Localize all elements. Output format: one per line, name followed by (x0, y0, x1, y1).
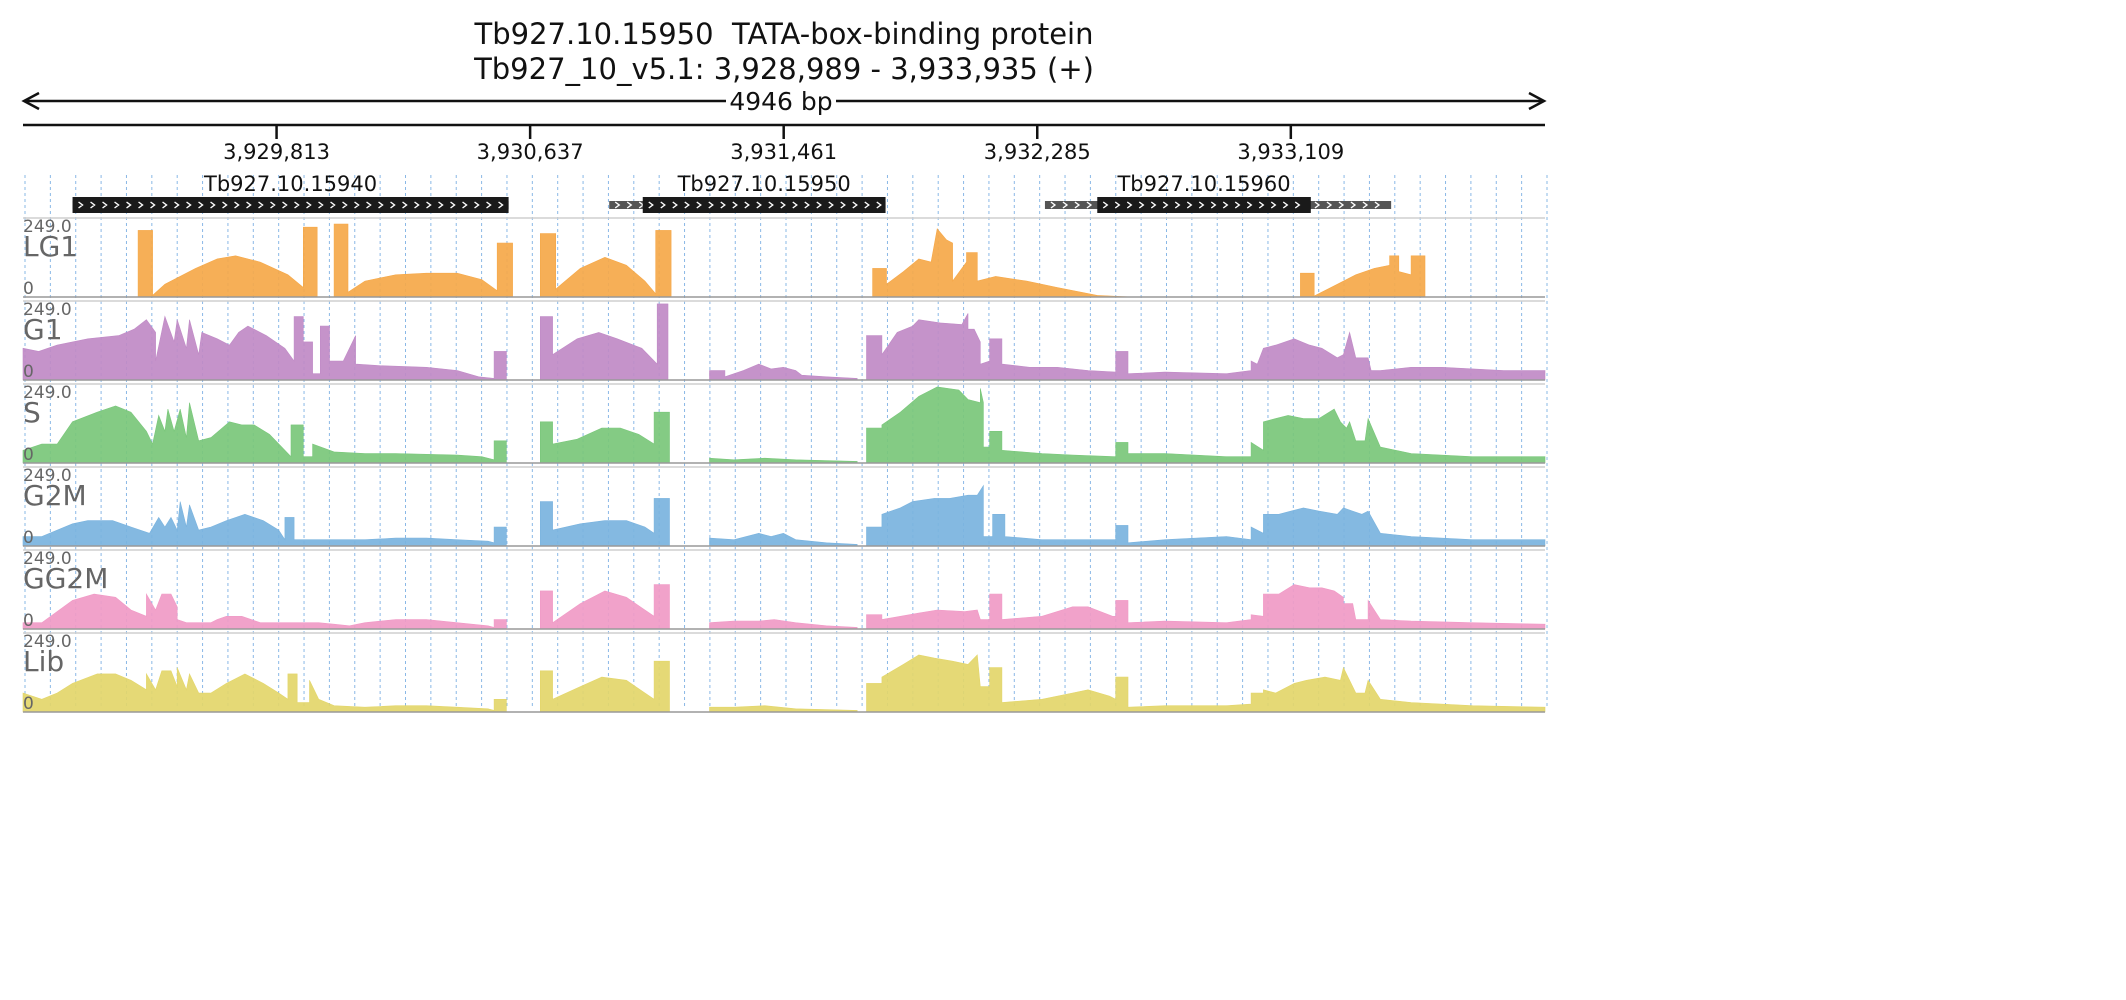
coverage-area (22, 386, 1546, 464)
gene-label: Tb927.10.15960 (1116, 172, 1290, 196)
span-label-bg (726, 85, 836, 117)
axis-tick-label: 3,930,637 (477, 140, 584, 164)
gene-cds (72, 197, 509, 213)
track-name-label: G1 (23, 313, 63, 346)
track-max-label: 249.0 (23, 549, 72, 569)
gene-model: Tb927.10.15950 (609, 172, 886, 213)
track-zero-label: 0 (23, 445, 34, 465)
genome-browser-chart: 4946 bp 3,929,813 3,930,637 3,931,461 3,932… (21, 85, 1548, 714)
axis-tick-label: 3,932,285 (984, 140, 1091, 164)
axis-tick-label: 3,929,813 (223, 140, 330, 164)
span-arrow-left-icon (21, 91, 40, 111)
track-max-label: 249.0 (23, 466, 72, 486)
track-max-label: 249.0 (23, 217, 72, 237)
coverage-area (22, 303, 1546, 381)
track-name-label: G2M (23, 479, 87, 512)
axis-tick-label: 3,931,461 (730, 140, 837, 164)
track-max-label: 249.0 (23, 300, 72, 320)
chart-title: Tb927.10.15950 TATA-box-binding protein (474, 17, 1094, 51)
track-zero-label: 0 (23, 611, 34, 631)
span-arrow-right-icon (1528, 91, 1547, 111)
gene-model: Tb927.10.15960 (1044, 172, 1392, 213)
track-name-label: S (23, 396, 41, 429)
track-name-label: Lib (23, 645, 64, 678)
track-zero-label: 0 (23, 279, 34, 299)
track-max-label: 249.0 (23, 632, 72, 652)
coverage-area (22, 584, 1546, 630)
strand-chevrons (78, 201, 504, 209)
track-name-label: LG1 (23, 230, 78, 263)
strand-chevrons (1102, 201, 1301, 209)
coverage-area (22, 484, 1546, 547)
gene-label: Tb927.10.15940 (203, 172, 377, 196)
track-zero-label: 0 (23, 362, 34, 382)
coverage-tracks: 249.0LG10249.0G10249.0S0249.0G2M0249.0GG… (22, 217, 1546, 714)
span-length-label: 4946 bp (729, 87, 832, 116)
chart-subtitle: Tb927_10_v5.1: 3,928,989 - 3,933,935 (+) (474, 52, 1094, 86)
gene-cds (642, 197, 886, 213)
coordinate-axis: 3,929,813 3,930,637 3,931,461 3,932,285 3,93… (23, 123, 1545, 164)
coverage-area (22, 654, 1546, 713)
track-zero-label: 0 (23, 694, 34, 714)
coverage-track-g1: 249.0G1 0 (22, 300, 1546, 382)
region-span: 4946 bp (21, 85, 1547, 117)
axis-tick-label: 3,933,109 (1237, 140, 1344, 164)
gene-track: Tb927.10.15940 Tb927.10.15950 Tb927.10.159… (72, 172, 1392, 213)
gene-label: Tb927.10.15950 (677, 172, 851, 196)
strand-chevrons (648, 201, 882, 209)
coverage-track-s: 249.0S 0 (22, 383, 1546, 465)
track-zero-label: 0 (23, 528, 34, 548)
coverage-area (137, 223, 1426, 298)
gene-model: Tb927.10.15940 (72, 172, 509, 213)
track-name-label: GG2M (23, 562, 108, 595)
track-max-label: 249.0 (23, 383, 72, 403)
